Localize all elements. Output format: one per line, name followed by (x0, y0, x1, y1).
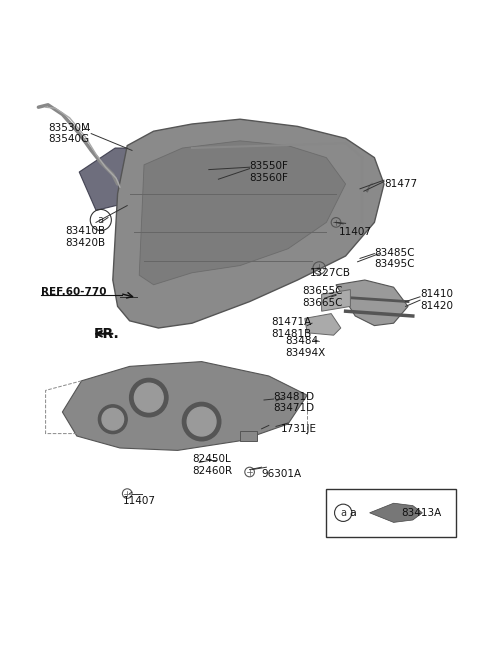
Polygon shape (113, 119, 384, 328)
Text: 83655C
83665C: 83655C 83665C (302, 286, 343, 308)
Text: REF.60-770: REF.60-770 (41, 287, 106, 297)
Polygon shape (79, 148, 182, 211)
Text: 83413A: 83413A (401, 508, 441, 518)
Circle shape (102, 409, 124, 430)
Text: 83484
83494X: 83484 83494X (286, 337, 326, 358)
Text: FR.: FR. (94, 327, 120, 341)
Text: a: a (98, 215, 104, 226)
Text: 81471A
81481B: 81471A 81481B (271, 318, 312, 338)
Text: 1327CB: 1327CB (310, 268, 350, 277)
Text: 11407: 11407 (338, 227, 372, 237)
Circle shape (182, 402, 221, 441)
Polygon shape (370, 503, 422, 522)
Polygon shape (139, 141, 346, 285)
Text: a: a (340, 508, 346, 518)
Text: 81410
81420: 81410 81420 (420, 289, 453, 311)
FancyBboxPatch shape (326, 489, 456, 537)
Polygon shape (240, 431, 257, 441)
Polygon shape (336, 280, 408, 325)
Text: 82450L
82460R: 82450L 82460R (192, 454, 232, 476)
Text: 83530M
83540G: 83530M 83540G (48, 123, 90, 144)
Text: 83481D
83471D: 83481D 83471D (274, 392, 315, 413)
Circle shape (134, 383, 163, 412)
Polygon shape (62, 361, 307, 451)
Text: 1731JE: 1731JE (281, 424, 317, 434)
Polygon shape (322, 289, 350, 311)
Text: 83410B
83420B: 83410B 83420B (65, 226, 105, 247)
Text: 83550F
83560F: 83550F 83560F (250, 161, 288, 183)
Text: 96301A: 96301A (262, 470, 302, 480)
Text: 83485C
83495C: 83485C 83495C (374, 247, 415, 269)
Circle shape (98, 405, 127, 434)
Circle shape (130, 379, 168, 417)
Polygon shape (305, 314, 341, 335)
Text: 11407: 11407 (122, 496, 156, 506)
Circle shape (187, 407, 216, 436)
Text: a: a (349, 508, 356, 518)
Text: 81477: 81477 (384, 179, 417, 189)
